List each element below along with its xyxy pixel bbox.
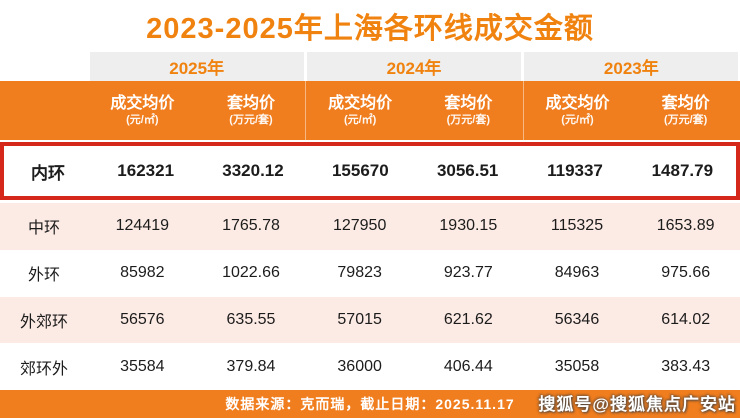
table-cell: 1765.78 (222, 217, 280, 235)
table-cell: 383.43 (661, 357, 711, 375)
table-cell: 3056.51 (436, 161, 499, 180)
column-unit: (万元/套) (446, 113, 491, 126)
year-header-2023: 2023年 (524, 52, 739, 81)
year-header-row: 2025年 2024年 2023年 (0, 52, 740, 81)
table-row-outer-suburb-ring: 外郊环 56576 635.55 57015 621.62 56346 614.… (0, 296, 740, 344)
table-cell: 35058 (554, 357, 600, 375)
table-cell: 119337 (547, 161, 603, 180)
source-note: 数据来源：克而瑞，截止日期：2025.11.17 (225, 396, 515, 412)
table-row-beyond-suburb-ring: 郊环外 35584 379.84 36000 406.44 35058 383.… (0, 343, 740, 390)
row-label: 内环 (31, 163, 65, 183)
table-cell: 923.77 (443, 264, 493, 282)
column-label: 套均价 (444, 94, 493, 112)
column-header-avg-2023: 套均价 (万元/套) (631, 81, 740, 140)
table-row-inner-ring-highlighted: 内环 162321 3320.12 155670 3056.51 119337 … (0, 142, 740, 200)
column-header-price-2025: 成交均价 (元/㎡) (88, 81, 197, 140)
table-cell: 635.55 (226, 310, 276, 328)
table-cell: 621.62 (443, 310, 493, 328)
column-unit: (元/㎡) (126, 113, 159, 126)
column-label: 成交均价 (545, 94, 610, 112)
column-header-price-2024: 成交均价 (元/㎡) (305, 81, 414, 140)
row-label: 郊环外 (19, 360, 68, 378)
source-note-bar: 数据来源：克而瑞，截止日期：2025.11.17 (0, 390, 740, 418)
table-cell: 1653.89 (656, 217, 715, 235)
column-label: 成交均价 (110, 94, 175, 112)
row-label: 外郊环 (19, 313, 68, 331)
year-header-spacer (0, 52, 88, 81)
table-cell: 162321 (117, 161, 175, 180)
table-cell: 1022.66 (222, 264, 280, 282)
table-cell: 36000 (337, 357, 382, 375)
table-cell: 406.44 (443, 357, 493, 375)
table-cell: 127950 (332, 217, 387, 235)
column-unit: (元/㎡) (343, 113, 377, 126)
column-header-price-2023: 成交均价 (元/㎡) (522, 81, 632, 140)
table-cell: 379.84 (226, 357, 276, 375)
column-label: 成交均价 (328, 94, 393, 112)
table-cell: 79823 (337, 264, 382, 282)
column-header-avg-2025: 套均价 (万元/套) (197, 81, 306, 140)
table-cell: 124419 (115, 217, 170, 235)
table-row-middle-ring: 中环 124419 1765.78 127950 1930.15 115325 … (0, 203, 740, 250)
table-cell: 1487.79 (651, 161, 714, 180)
column-header-avg-2024: 套均价 (万元/套) (414, 81, 523, 140)
column-unit: (元/㎡) (561, 113, 594, 126)
column-label: 套均价 (661, 94, 710, 112)
row-label: 中环 (27, 220, 60, 238)
table-cell: 85982 (120, 264, 165, 282)
table-cell: 56346 (554, 310, 600, 328)
table-cell: 35584 (120, 357, 165, 375)
row-label: 外环 (27, 267, 60, 285)
table-row-outer-ring: 外环 85982 1022.66 79823 923.77 84963 975.… (0, 250, 740, 297)
table-cell: 1930.15 (439, 217, 498, 235)
table-cell: 56576 (120, 310, 165, 328)
year-header-2025: 2025年 (89, 52, 304, 81)
table-cell: 975.66 (661, 264, 711, 282)
table-cell: 155670 (331, 161, 389, 180)
column-label: 套均价 (226, 94, 275, 112)
year-header-2024: 2024年 (306, 52, 522, 81)
table-cell: 614.02 (661, 310, 711, 328)
column-unit: (万元/套) (663, 113, 708, 126)
table-cell: 57015 (337, 310, 382, 328)
column-unit: (万元/套) (229, 113, 273, 126)
table-cell: 84963 (554, 264, 600, 282)
table-cell: 3320.12 (222, 161, 284, 180)
table-cell: 115325 (550, 217, 604, 235)
column-header-row: 成交均价 (元/㎡) 套均价 (万元/套) 成交均价 (元/㎡) 套均价 (万元… (0, 81, 740, 140)
page-title: 2023-2025年上海各环线成交金额 (146, 13, 594, 45)
column-header-spacer (0, 81, 88, 140)
